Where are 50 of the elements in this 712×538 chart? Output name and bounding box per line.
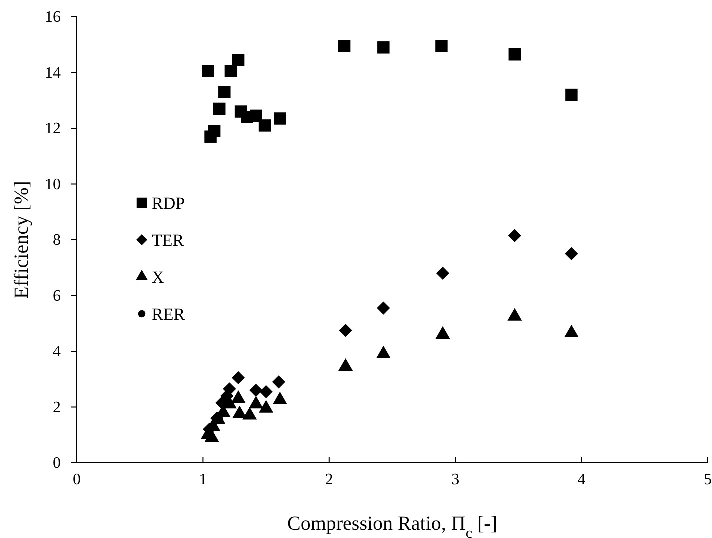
y-tick-label: 8	[53, 232, 61, 250]
point	[566, 88, 578, 102]
legend-label: TER	[152, 231, 185, 250]
point	[338, 358, 354, 372]
x-tick-label: 1	[199, 471, 208, 488]
point	[248, 396, 264, 409]
point	[377, 302, 390, 315]
legend-label: X	[152, 268, 164, 287]
point	[338, 40, 351, 52]
x-tick-label: 5	[704, 471, 712, 488]
point	[232, 406, 248, 418]
point	[231, 390, 246, 404]
y-tick-label: 10	[45, 176, 61, 194]
point	[376, 346, 391, 358]
y-tick-label: 0	[53, 455, 61, 472]
point	[508, 229, 522, 242]
point	[224, 65, 238, 78]
x-tick-label: 2	[325, 471, 334, 488]
y-tick-label: 4	[53, 344, 61, 361]
point	[242, 407, 258, 420]
legend-label: RDP	[152, 194, 186, 213]
x-tick-label: 0	[73, 471, 81, 488]
x-tick-label: 4	[578, 471, 586, 488]
point	[378, 42, 390, 54]
point	[232, 54, 245, 66]
point	[565, 247, 578, 261]
point	[436, 326, 450, 339]
point	[274, 112, 286, 125]
y-tick-label: 12	[45, 120, 61, 138]
point	[259, 400, 274, 413]
legend-label: RER	[152, 305, 186, 324]
x-tick-label: 3	[452, 471, 460, 488]
point	[250, 110, 262, 122]
point	[218, 86, 231, 98]
point	[258, 120, 272, 132]
point	[436, 266, 450, 280]
point	[204, 130, 217, 143]
point	[508, 308, 522, 321]
y-tick-label: 6	[53, 288, 61, 305]
point	[436, 40, 448, 52]
point	[272, 392, 288, 404]
point	[564, 325, 579, 338]
point	[213, 102, 226, 116]
y-axis-title: Efficiency [%]	[11, 181, 33, 299]
y-tick-label: 16	[45, 9, 61, 26]
x-axis-title: Compression Ratio, Π$_{c}$ [-]	[288, 513, 498, 538]
point	[508, 48, 522, 61]
y-tick-label: 2	[53, 399, 61, 416]
y-tick-label: 14	[45, 64, 61, 82]
point	[202, 65, 214, 78]
